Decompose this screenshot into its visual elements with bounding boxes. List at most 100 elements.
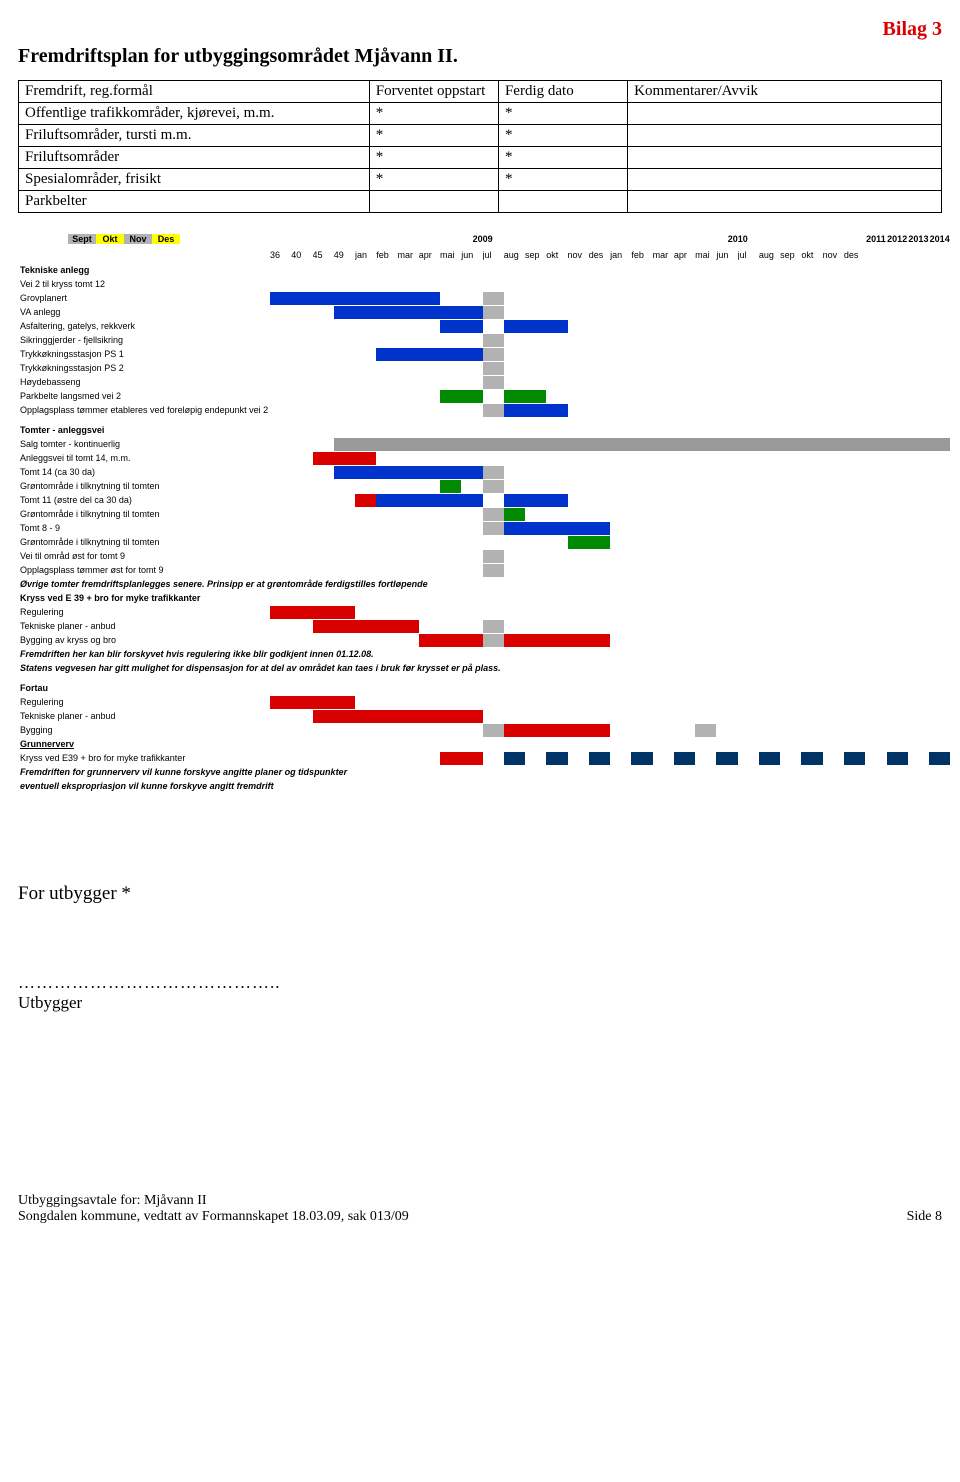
gantt-cell <box>631 493 652 507</box>
gantt-cell <box>631 465 652 479</box>
gantt-cell <box>419 423 440 437</box>
gantt-cell <box>376 591 397 605</box>
gantt-cell <box>440 291 461 305</box>
gantt-cell <box>483 389 504 403</box>
gantt-cell <box>568 437 589 451</box>
gantt-cell <box>695 549 716 563</box>
gantt-cell <box>313 737 334 751</box>
gantt-cell <box>461 451 482 465</box>
gantt-cell <box>525 535 546 549</box>
gantt-cell <box>440 591 461 605</box>
gantt-cell <box>653 605 674 619</box>
gantt-cell <box>738 319 759 333</box>
gantt-chart: SeptOktNovDes200920102011201220132014364… <box>18 231 942 793</box>
gantt-cell <box>631 619 652 633</box>
gantt-cell <box>376 263 397 277</box>
gantt-cell <box>887 549 908 563</box>
gantt-cell <box>504 479 525 493</box>
gantt-cell <box>631 633 652 647</box>
gantt-cell <box>674 521 695 535</box>
gantt-row-label: Fremdriften her kan blir forskyvet hvis … <box>18 647 950 661</box>
gantt-row-label: eventuell ekspropriasjon vil kunne forsk… <box>18 779 950 793</box>
gantt-cell <box>887 591 908 605</box>
gantt-cell <box>759 389 780 403</box>
gantt-cell <box>270 723 291 737</box>
gantt-cell <box>865 619 886 633</box>
gantt-cell <box>546 723 567 737</box>
gantt-cell <box>461 423 482 437</box>
gantt-cell <box>568 619 589 633</box>
gantt-cell <box>546 591 567 605</box>
gantt-cell <box>291 465 312 479</box>
gantt-cell <box>887 319 908 333</box>
gantt-cell <box>419 493 440 507</box>
gantt-cell <box>865 347 886 361</box>
gantt-cell <box>780 633 801 647</box>
gantt-cell <box>355 507 376 521</box>
gantt-cell <box>865 403 886 417</box>
gantt-cell <box>716 437 737 451</box>
gantt-cell <box>631 361 652 375</box>
gantt-cell <box>419 709 440 723</box>
gantt-cell <box>398 619 419 633</box>
gantt-cell <box>674 751 695 765</box>
gantt-cell <box>759 751 780 765</box>
gantt-cell <box>823 375 844 389</box>
gantt-cell <box>716 403 737 417</box>
gantt-cell <box>929 535 950 549</box>
gantt-cell <box>801 493 822 507</box>
gantt-cell <box>461 347 482 361</box>
gantt-cell <box>270 507 291 521</box>
gantt-cell <box>610 591 631 605</box>
gantt-month: 40 <box>291 247 312 263</box>
gantt-cell <box>568 305 589 319</box>
gantt-cell <box>355 333 376 347</box>
gantt-cell <box>844 737 865 751</box>
gantt-cell <box>631 681 652 695</box>
gantt-cell <box>823 437 844 451</box>
status-table: Fremdrift, reg.formålForventet oppstartF… <box>18 80 942 213</box>
gantt-cell <box>398 479 419 493</box>
gantt-cell <box>865 291 886 305</box>
gantt-cell <box>504 305 525 319</box>
gantt-cell <box>376 535 397 549</box>
gantt-cell <box>610 277 631 291</box>
gantt-cell <box>610 619 631 633</box>
gantt-cell <box>483 333 504 347</box>
gantt-cell <box>865 507 886 521</box>
gantt-cell <box>291 333 312 347</box>
gantt-cell <box>546 375 567 389</box>
gantt-cell <box>631 437 652 451</box>
gantt-cell <box>653 361 674 375</box>
gantt-cell <box>759 633 780 647</box>
gantt-month: nov <box>823 247 844 263</box>
gantt-cell <box>759 319 780 333</box>
page-title: Fremdriftsplan for utbyggingsområdet Mjå… <box>18 45 942 68</box>
gantt-cell <box>759 549 780 563</box>
gantt-cell <box>525 403 546 417</box>
gantt-cell <box>313 347 334 361</box>
gantt-row-label: Grøntområde i tilknytning til tomten <box>18 479 270 493</box>
gantt-row-label: Bygging av kryss og bro <box>18 633 270 647</box>
gantt-cell <box>440 423 461 437</box>
gantt-cell <box>291 305 312 319</box>
gantt-cell <box>780 563 801 577</box>
gantt-cell <box>695 521 716 535</box>
gantt-cell <box>653 277 674 291</box>
gantt-cell <box>759 437 780 451</box>
gantt-section: Kryss ved E 39 + bro for myke trafikkant… <box>18 591 270 605</box>
table-header: Ferdig dato <box>498 81 627 103</box>
gantt-cell <box>376 389 397 403</box>
gantt-cell <box>291 695 312 709</box>
gantt-cell <box>419 751 440 765</box>
gantt-cell <box>674 507 695 521</box>
gantt-row-label: Bygging <box>18 723 270 737</box>
gantt-cell <box>823 423 844 437</box>
gantt-cell <box>419 723 440 737</box>
gantt-cell <box>610 681 631 695</box>
gantt-cell <box>291 619 312 633</box>
gantt-cell <box>568 375 589 389</box>
gantt-cell <box>355 549 376 563</box>
gantt-cell <box>504 709 525 723</box>
gantt-cell <box>589 549 610 563</box>
